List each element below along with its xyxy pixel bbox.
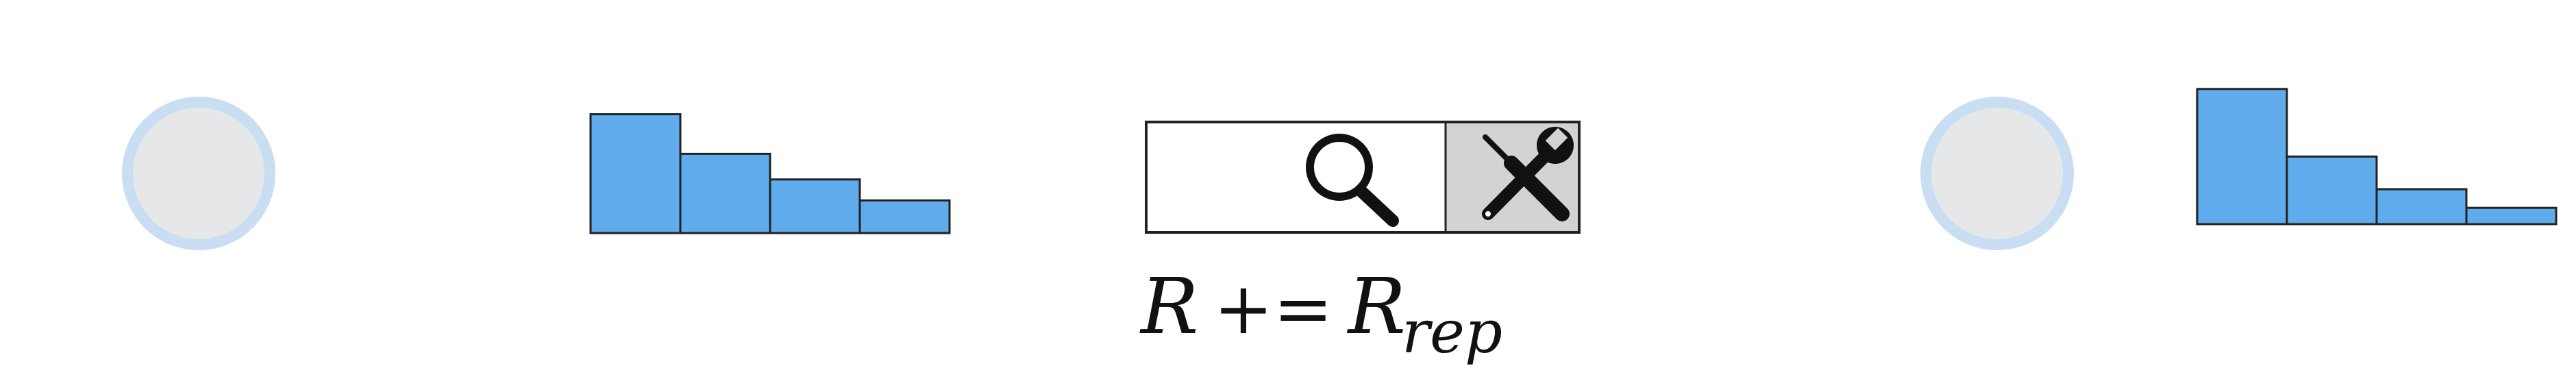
magnifier-icon[interactable] — [1306, 134, 1399, 227]
distribution-left-bar-3 — [769, 178, 861, 234]
formula-operator: += — [1213, 267, 1333, 350]
distribution-bars-right — [2196, 88, 2558, 226]
distribution-left-bar-4 — [858, 199, 951, 234]
reward-formula: R += Rrep — [1141, 267, 1502, 372]
wrench-screwdriver-icon[interactable] — [1482, 127, 1574, 221]
distribution-left-bar-1 — [589, 113, 682, 234]
formula-lhs: R — [1141, 263, 1199, 352]
distribution-right-bar-4 — [2465, 206, 2558, 226]
distribution-right-bar-3 — [2375, 188, 2468, 226]
formula-rhs: R — [1348, 263, 1406, 352]
agent-circle-right — [1920, 97, 2074, 250]
formula-rhs-subscript: rep — [1401, 298, 1502, 367]
distribution-right-bar-2 — [2286, 155, 2378, 226]
distribution-left-bar-2 — [679, 152, 771, 234]
distribution-right-bar-1 — [2196, 88, 2288, 226]
agent-circle-left — [122, 97, 275, 250]
tool-panel — [1145, 121, 1581, 234]
distribution-bars-left — [589, 113, 951, 234]
